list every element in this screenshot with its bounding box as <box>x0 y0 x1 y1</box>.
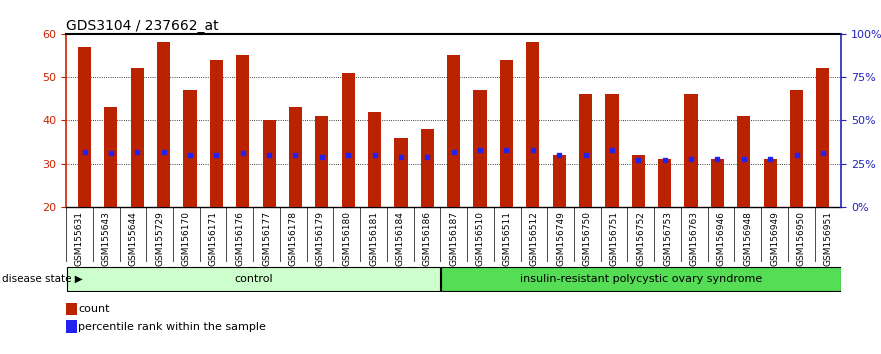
Bar <box>183 90 196 207</box>
Point <box>579 152 593 158</box>
Bar <box>289 107 302 207</box>
Bar <box>368 112 381 207</box>
Text: control: control <box>233 274 272 284</box>
Bar <box>579 95 592 207</box>
Text: GSM156184: GSM156184 <box>396 211 404 266</box>
Bar <box>104 107 117 207</box>
Text: GSM156751: GSM156751 <box>610 211 618 267</box>
Point <box>737 156 751 161</box>
Text: GSM156948: GSM156948 <box>744 211 752 266</box>
Bar <box>500 59 513 207</box>
Point <box>473 147 487 153</box>
Text: GSM156170: GSM156170 <box>181 211 191 267</box>
FancyBboxPatch shape <box>67 267 440 291</box>
Point <box>183 152 197 158</box>
FancyBboxPatch shape <box>440 267 840 291</box>
Bar <box>157 42 170 207</box>
Text: insulin-resistant polycystic ovary syndrome: insulin-resistant polycystic ovary syndr… <box>520 274 762 284</box>
Text: GSM156753: GSM156753 <box>663 211 672 267</box>
Text: GSM156512: GSM156512 <box>529 211 538 266</box>
Text: GSM156176: GSM156176 <box>235 211 244 267</box>
Bar <box>66 320 77 333</box>
Point <box>130 149 144 154</box>
Text: GSM156178: GSM156178 <box>289 211 298 267</box>
Text: GDS3104 / 237662_at: GDS3104 / 237662_at <box>66 19 218 33</box>
Point <box>657 158 671 163</box>
Bar <box>315 116 329 207</box>
Point <box>789 152 803 158</box>
Text: GSM156187: GSM156187 <box>449 211 458 267</box>
Bar <box>790 90 803 207</box>
Point <box>763 156 777 161</box>
Bar <box>263 120 276 207</box>
Bar <box>658 159 671 207</box>
Text: GSM156949: GSM156949 <box>770 211 779 266</box>
Bar <box>78 47 91 207</box>
Text: GSM156171: GSM156171 <box>209 211 218 267</box>
Point <box>552 152 566 158</box>
Bar <box>552 155 566 207</box>
Point <box>315 154 329 160</box>
Point <box>605 147 619 153</box>
Bar <box>342 73 355 207</box>
Text: GSM155631: GSM155631 <box>75 211 84 267</box>
Bar <box>66 303 77 315</box>
Text: GSM156752: GSM156752 <box>636 211 646 266</box>
Bar <box>395 138 408 207</box>
Bar <box>632 155 645 207</box>
Text: GSM156511: GSM156511 <box>503 211 512 267</box>
Point <box>157 149 171 154</box>
Text: GSM156510: GSM156510 <box>476 211 485 267</box>
Point <box>447 149 461 154</box>
Bar <box>448 55 460 207</box>
Bar <box>817 68 830 207</box>
Point <box>420 154 434 160</box>
Point <box>104 150 118 156</box>
Text: GSM156181: GSM156181 <box>369 211 378 267</box>
Point <box>632 158 646 163</box>
Text: GSM156951: GSM156951 <box>824 211 833 267</box>
Point <box>236 150 250 156</box>
Text: GSM156186: GSM156186 <box>423 211 432 267</box>
Text: GSM156750: GSM156750 <box>583 211 592 267</box>
Point <box>78 149 92 154</box>
Point <box>262 152 276 158</box>
Bar <box>473 90 486 207</box>
Bar <box>526 42 539 207</box>
Text: count: count <box>78 304 110 314</box>
Text: GSM155643: GSM155643 <box>101 211 111 266</box>
Text: GSM156177: GSM156177 <box>262 211 271 267</box>
Point <box>394 154 408 160</box>
Text: GSM156763: GSM156763 <box>690 211 699 267</box>
Text: percentile rank within the sample: percentile rank within the sample <box>78 322 266 332</box>
Text: GSM156180: GSM156180 <box>343 211 352 267</box>
Bar <box>236 55 249 207</box>
Bar <box>421 129 434 207</box>
Text: disease state ▶: disease state ▶ <box>2 274 83 284</box>
Text: GSM156749: GSM156749 <box>556 211 565 266</box>
Text: GSM156950: GSM156950 <box>796 211 806 267</box>
Point <box>341 152 355 158</box>
Point <box>500 147 514 153</box>
Text: GSM155729: GSM155729 <box>155 211 164 266</box>
Point <box>684 156 698 161</box>
Point <box>710 156 724 161</box>
Bar <box>711 159 724 207</box>
Bar <box>685 95 698 207</box>
Bar <box>605 95 618 207</box>
Point <box>288 152 302 158</box>
Text: GSM156179: GSM156179 <box>315 211 324 267</box>
Point <box>367 152 381 158</box>
Bar <box>764 159 777 207</box>
Text: GSM155644: GSM155644 <box>129 211 137 266</box>
Point <box>526 147 540 153</box>
Bar <box>737 116 751 207</box>
Bar <box>130 68 144 207</box>
Bar <box>210 59 223 207</box>
Point <box>816 150 830 156</box>
Point <box>210 152 224 158</box>
Text: GSM156946: GSM156946 <box>716 211 726 266</box>
